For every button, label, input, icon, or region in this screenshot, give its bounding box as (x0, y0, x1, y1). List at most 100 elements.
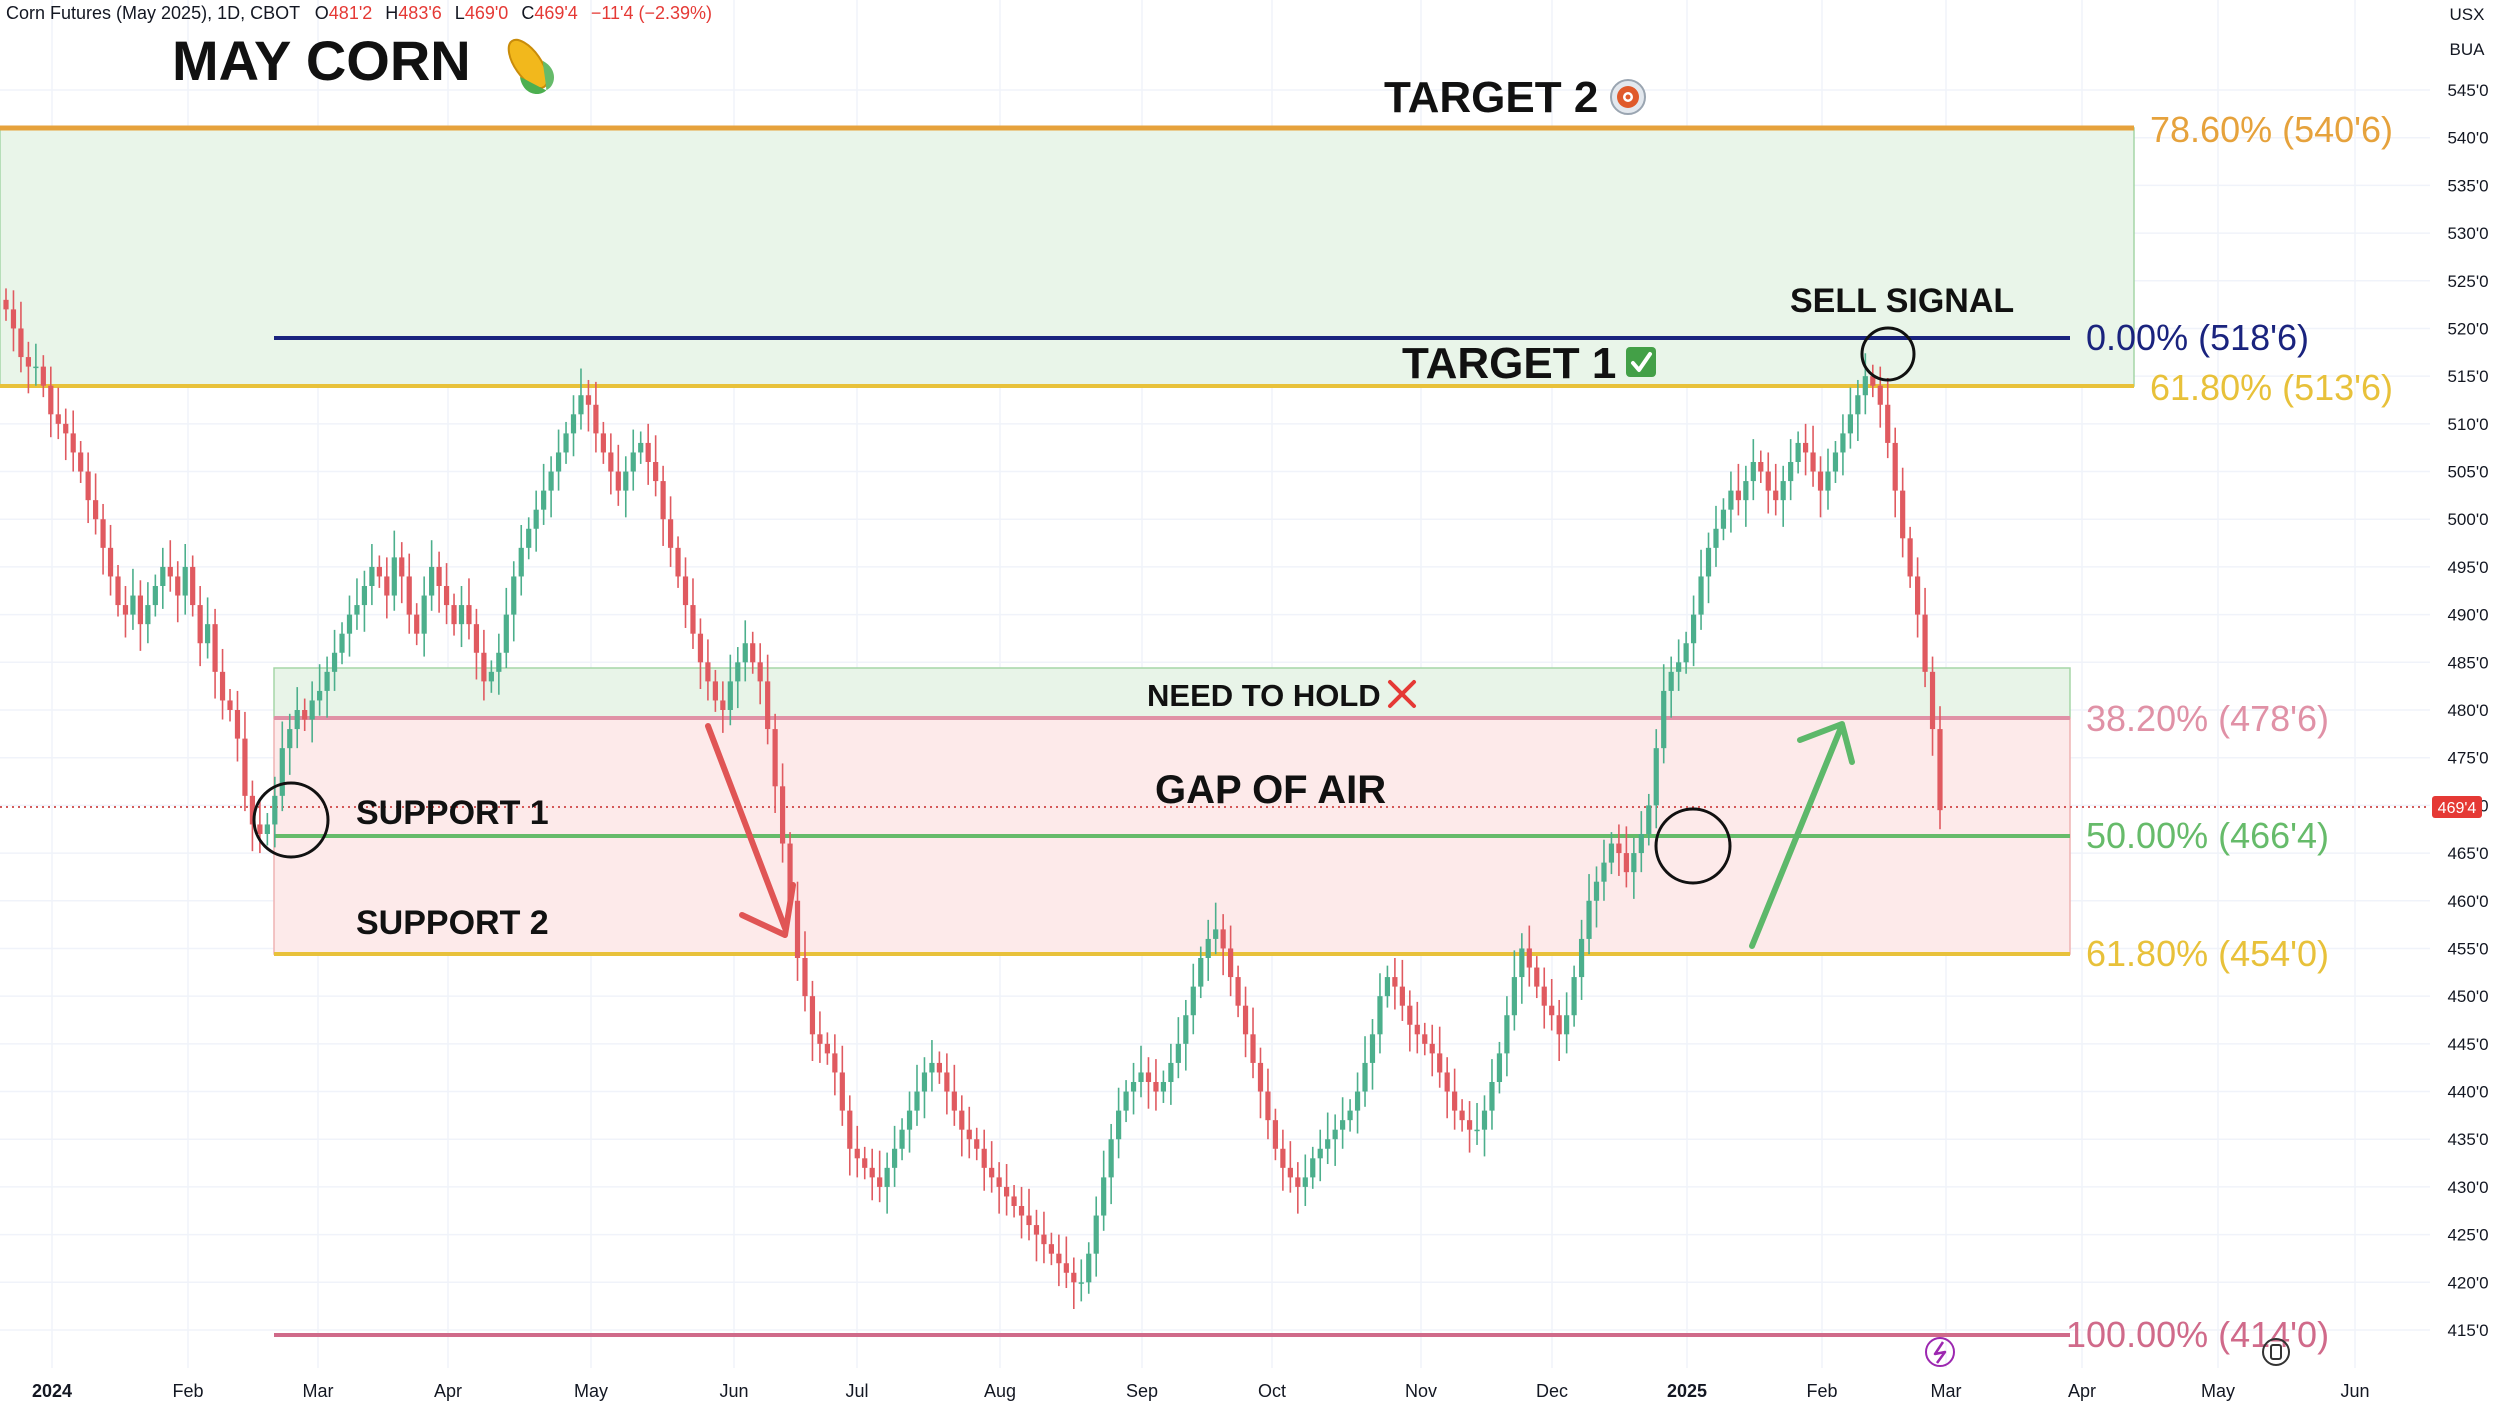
candle-body (1116, 1110, 1122, 1140)
candle-body (750, 643, 756, 663)
candle-body (1877, 385, 1883, 405)
candle-body (1235, 977, 1241, 1006)
candle-body (1056, 1253, 1062, 1264)
candle-body (645, 442, 651, 462)
price-tick-label: 435'0 (2447, 1130, 2488, 1149)
price-tick-label: 515'0 (2447, 367, 2488, 386)
time-tick-label: Mar (1931, 1381, 1962, 1401)
candle-body (1340, 1120, 1346, 1130)
candle-body (1668, 671, 1674, 691)
candle-body (219, 671, 226, 701)
support2-label: SUPPORT 2 (356, 904, 549, 942)
candle-body (287, 729, 293, 749)
candle-body (1683, 643, 1689, 663)
candle-body (1608, 843, 1615, 863)
candle-body (1713, 528, 1719, 548)
candle-body (63, 423, 69, 434)
candle-body (249, 795, 256, 825)
candle-body (1250, 1034, 1256, 1063)
candle-body (242, 738, 248, 796)
time-tick-label: Feb (1806, 1381, 1837, 1401)
candle-body (541, 490, 547, 510)
candle-body (705, 662, 711, 682)
candle-body (1130, 1082, 1137, 1092)
candle-body (399, 557, 405, 577)
candle-body (361, 586, 368, 606)
candle-body (1855, 395, 1861, 415)
candle-body (1885, 404, 1891, 443)
gap-of-air-label: GAP OF AIR (1155, 768, 1386, 812)
candle-body (1549, 1005, 1555, 1016)
candle-body (1817, 471, 1824, 491)
time-tick-label: Apr (434, 1381, 462, 1401)
candle-body (906, 1110, 913, 1130)
candle-body (585, 395, 592, 405)
candle-body (1698, 576, 1704, 615)
candle-body (1519, 948, 1525, 978)
high-value: 483'6 (398, 3, 441, 23)
support1-label: SUPPORT 1 (356, 794, 549, 832)
candle-body (1041, 1234, 1047, 1245)
candle-body (1765, 471, 1771, 491)
candle-body (1392, 977, 1398, 987)
candle-body (511, 576, 517, 615)
candle-body (765, 681, 771, 730)
candle-body (272, 795, 278, 825)
check-icon (1626, 347, 1656, 377)
candle-body (563, 433, 569, 453)
candle-body (130, 595, 136, 615)
unit-label: BUA (2450, 40, 2486, 59)
candle-body (653, 462, 659, 482)
candle-body (1526, 948, 1532, 968)
candle-body (1384, 977, 1391, 997)
support1-circle (252, 781, 330, 859)
candle-body (630, 452, 636, 472)
fib-label-61-8-lower: 61.80% (454'0) (2086, 933, 2329, 974)
price-tick-label: 425'0 (2447, 1226, 2488, 1245)
candle-body (137, 595, 144, 625)
candle-body (623, 471, 629, 491)
candle-body (1780, 481, 1786, 501)
candle-body (1093, 1215, 1099, 1254)
candle-body (160, 566, 166, 586)
candle-body (93, 500, 99, 520)
time-tick-label: Aug (984, 1381, 1016, 1401)
time-tick-label: 2024 (32, 1381, 72, 1401)
candle-body (1623, 853, 1629, 873)
candle-body (854, 1148, 860, 1159)
candle-body (48, 385, 54, 415)
candle-body (929, 1062, 935, 1073)
last-price-tag (2432, 796, 2482, 818)
candle-body (1773, 490, 1779, 501)
price-tick-label: 520'0 (2447, 319, 2488, 338)
candle-body (615, 471, 621, 491)
candle-body (802, 958, 808, 997)
price-axis[interactable]: 415'0 420'0 425'0 430'0 435'0 440'0 445'0 450'0… (2447, 81, 2488, 1340)
candle-body (279, 748, 285, 796)
change-value: −11'4 (−2.39%) (591, 3, 712, 23)
candle-body (152, 586, 158, 606)
candle-body (1862, 376, 1868, 396)
lightning-icon[interactable] (1925, 1337, 1955, 1367)
time-axis[interactable]: 2024 Feb Mar Apr May Jun Jul Aug Sep Oct Nov Dec 202… (32, 1381, 2370, 1401)
up-arrow (1749, 721, 1855, 949)
candle-body (1847, 414, 1853, 434)
candle-body (1795, 442, 1801, 462)
candle-body (959, 1110, 965, 1130)
candle-body (1407, 1005, 1413, 1025)
candle-body (421, 595, 427, 634)
candle-body (518, 547, 524, 577)
candle-body (257, 824, 263, 834)
candle-body (839, 1072, 845, 1111)
settings-icon[interactable] (2262, 1338, 2290, 1366)
candle-body (1257, 1062, 1264, 1092)
sell-signal-circle (1860, 326, 1916, 382)
time-tick-label: May (574, 1381, 608, 1401)
candle-body (1788, 462, 1794, 482)
candles (3, 288, 1943, 1310)
candle-body (1347, 1110, 1353, 1121)
candle-body (234, 710, 241, 739)
candle-body (182, 566, 188, 596)
candle-body (1646, 805, 1652, 834)
